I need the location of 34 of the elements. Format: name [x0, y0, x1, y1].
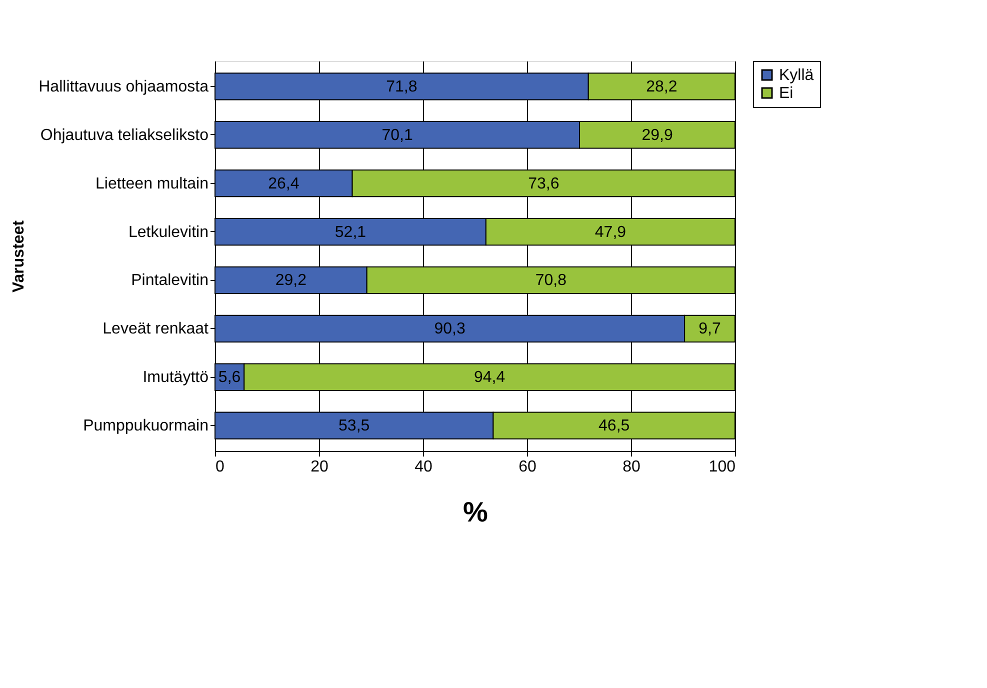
legend-label: Kyllä — [779, 67, 814, 84]
x-tick-label: 60 — [518, 458, 536, 476]
data-label: 73,6 — [528, 175, 560, 192]
x-tick-label: 100 — [708, 458, 736, 476]
data-label: 28,2 — [646, 78, 678, 96]
data-label: 26,4 — [268, 175, 300, 192]
data-label: 46,5 — [598, 418, 630, 435]
legend-label: Ei — [779, 85, 794, 102]
data-label: 52,1 — [334, 224, 366, 241]
x-tick-label: 20 — [310, 458, 328, 476]
y-tick-label: Lietteen multain — [96, 175, 208, 192]
data-label: 90,3 — [434, 320, 466, 338]
data-label: 29,2 — [275, 272, 307, 290]
y-tick-label: Letkulevitin — [128, 224, 208, 241]
data-label: 71,8 — [386, 78, 418, 96]
y-tick-label: Leveät renkaat — [102, 320, 210, 338]
x-tick-label: 80 — [622, 458, 640, 476]
data-label: 70,1 — [382, 126, 413, 144]
y-tick-label: Pumppukuormain — [83, 418, 208, 435]
data-label: 29,9 — [642, 126, 673, 144]
data-label: 70,8 — [535, 272, 567, 290]
x-axis-title: % — [463, 496, 488, 528]
data-label: 5,6 — [218, 369, 241, 386]
data-label: 53,5 — [338, 418, 370, 435]
y-tick-label: Pintalevitin — [131, 272, 208, 290]
y-tick-label: Imutäyttö — [142, 369, 209, 386]
data-label: 47,9 — [594, 224, 626, 241]
y-tick-label: Ohjautuva teliakseliksto — [40, 126, 209, 144]
x-tick-label: 0 — [216, 458, 224, 476]
data-label: 94,4 — [474, 369, 506, 386]
x-tick-label: 40 — [414, 458, 432, 476]
y-tick-label: Hallittavuus ohjaamosta — [38, 78, 209, 96]
y-axis-title: Varusteet — [10, 220, 28, 293]
data-label: 9,7 — [698, 320, 721, 338]
